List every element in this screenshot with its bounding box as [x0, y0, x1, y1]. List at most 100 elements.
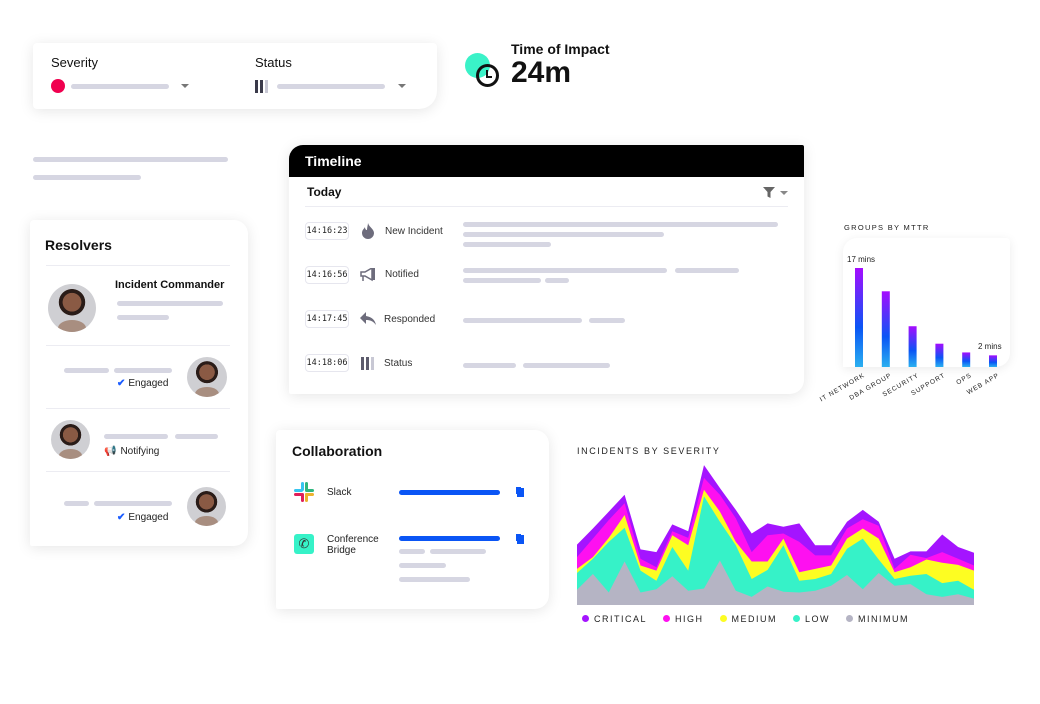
chevron-down-icon	[780, 191, 788, 195]
resolvers-title: Resolvers	[45, 237, 112, 253]
collab-item-label: Slack	[327, 487, 352, 498]
time-of-impact: Time of Impact 24m	[465, 40, 625, 90]
status-text: Engaged	[128, 512, 169, 523]
collaboration-card: Collaboration Slack ✆ Conference Bridge	[276, 430, 549, 609]
text-placeholder	[175, 434, 218, 439]
legend-label: LOW	[805, 614, 831, 624]
collaboration-title: Collaboration	[292, 443, 383, 459]
severity-area-chart	[577, 465, 974, 605]
status-bars-icon	[361, 357, 374, 370]
resolvers-card: Resolvers Incident Commander ✔ Engaged 📢 N…	[30, 220, 248, 546]
text-placeholder	[399, 577, 470, 582]
clock-icon	[476, 64, 499, 87]
timeline-title: Timeline	[305, 153, 362, 169]
divider	[46, 471, 230, 472]
status-text: Engaged	[128, 378, 169, 389]
reply-icon	[360, 312, 376, 325]
timeline-header: Timeline	[289, 145, 804, 177]
x-tick-label: IT NETWORK	[819, 372, 867, 404]
legend-item-minimum: MINIMUM	[846, 614, 909, 624]
avatar	[51, 420, 90, 459]
text-placeholder	[589, 318, 625, 323]
text-placeholder	[114, 368, 172, 373]
slack-icon	[294, 482, 314, 502]
phone-icon: ✆	[294, 534, 314, 554]
collab-item-slack[interactable]: Slack	[276, 480, 549, 502]
status-text: Notifying	[120, 446, 160, 457]
collab-item-conference-bridge[interactable]: ✆ Conference Bridge	[276, 530, 549, 586]
severity-chart-title: INCIDENTS BY SEVERITY	[577, 446, 721, 456]
text-placeholder	[675, 268, 739, 273]
avatar	[187, 487, 226, 526]
resolver-status: 📢 Notifying	[104, 446, 159, 457]
text-placeholder	[463, 363, 516, 368]
link-bar	[399, 536, 500, 541]
timeline-event[interactable]: 14:16:23 New Incident	[289, 221, 804, 251]
legend-item-high: HIGH	[663, 614, 704, 624]
time-of-impact-label: Time of Impact	[511, 41, 610, 57]
status-label: Status	[255, 55, 292, 70]
megaphone-icon	[360, 268, 375, 282]
text-placeholder	[64, 501, 89, 506]
filters-card: Severity Status	[33, 43, 437, 109]
event-timestamp: 14:16:23	[305, 222, 349, 240]
resolver-status: ✔ Engaged	[117, 512, 168, 523]
event-label: New Incident	[385, 226, 443, 237]
legend-label: MINIMUM	[858, 614, 910, 624]
chevron-down-icon	[181, 84, 189, 88]
copy-icon[interactable]	[517, 488, 524, 497]
resolver-row[interactable]: ✔ Engaged	[30, 473, 248, 539]
event-timestamp: 14:17:45	[305, 310, 349, 328]
filter-icon	[763, 187, 775, 198]
status-bars-icon	[255, 80, 269, 93]
text-placeholder	[463, 318, 582, 323]
x-tick-label: OPS	[955, 372, 974, 387]
event-timestamp: 14:18:06	[305, 354, 349, 372]
text-placeholder	[463, 222, 778, 227]
event-label: Responded	[384, 314, 436, 325]
status-dropdown[interactable]	[255, 79, 407, 93]
timeline-event[interactable]: 14:18:06 Status	[289, 354, 804, 374]
text-placeholder	[64, 368, 109, 373]
text-placeholder	[463, 232, 664, 237]
event-label: Notified	[385, 269, 419, 280]
legend-label: CRITICAL	[594, 614, 648, 624]
status-value-placeholder	[277, 84, 385, 89]
resolver-row[interactable]: ✔ Engaged	[30, 347, 248, 407]
bar-data-label: 17 mins	[847, 255, 876, 264]
severity-dropdown[interactable]	[51, 79, 191, 93]
text-placeholder	[463, 242, 551, 247]
divider	[46, 265, 230, 266]
timeline-card: Timeline Today 14:16:23 New Incident 14:…	[289, 145, 804, 394]
mttr-chart-title: GROUPS BY MTTR	[844, 223, 930, 232]
fire-icon	[362, 223, 374, 239]
text-placeholder	[463, 278, 541, 283]
event-timestamp: 14:16:56	[305, 266, 349, 284]
check-icon: ✔	[117, 378, 126, 389]
collab-item-label: Conference Bridge	[327, 534, 379, 556]
incident-commander-row[interactable]: Incident Commander	[30, 268, 248, 344]
megaphone-icon: 📢	[104, 446, 117, 457]
divider	[305, 206, 788, 207]
filter-button[interactable]	[763, 187, 791, 199]
link-bar	[399, 490, 500, 495]
text-placeholder	[94, 501, 172, 506]
legend-label: MEDIUM	[731, 614, 778, 624]
legend-dot	[846, 615, 854, 622]
text-placeholder	[430, 549, 486, 554]
text-placeholder	[399, 563, 446, 568]
timeline-event[interactable]: 14:16:56 Notified	[289, 265, 804, 289]
divider	[46, 408, 230, 409]
copy-icon[interactable]	[517, 535, 524, 544]
resolver-row[interactable]: 📢 Notifying	[30, 410, 248, 470]
text-placeholder	[117, 315, 169, 320]
divider	[46, 345, 230, 346]
text-placeholder	[399, 549, 425, 554]
avatar	[48, 284, 96, 332]
mttr-chart-card	[843, 238, 1010, 367]
legend-item-medium: MEDIUM	[719, 614, 778, 624]
legend-dot	[719, 615, 727, 622]
legend-label: HIGH	[675, 614, 704, 624]
text-placeholder	[463, 268, 667, 273]
timeline-event[interactable]: 14:17:45 Responded	[289, 310, 804, 330]
